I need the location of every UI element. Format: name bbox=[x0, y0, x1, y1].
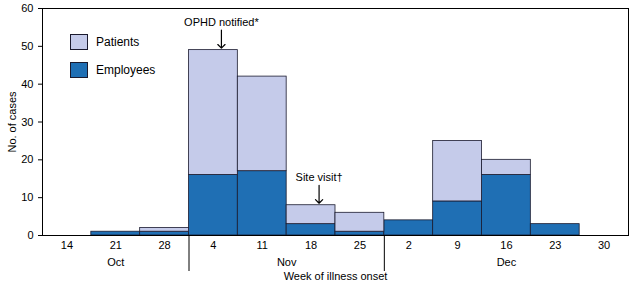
svg-text:60: 60 bbox=[21, 2, 33, 14]
svg-text:4: 4 bbox=[210, 239, 216, 251]
svg-text:20: 20 bbox=[21, 153, 33, 165]
svg-text:No. of cases: No. of cases bbox=[6, 91, 18, 153]
svg-text:Dec: Dec bbox=[497, 256, 517, 268]
svg-text:23: 23 bbox=[549, 239, 561, 251]
svg-text:11: 11 bbox=[257, 239, 268, 251]
svg-text:Week of illness onset: Week of illness onset bbox=[284, 270, 388, 282]
svg-text:30: 30 bbox=[598, 239, 610, 251]
svg-text:Site visit†: Site visit† bbox=[296, 171, 343, 183]
svg-text:18: 18 bbox=[305, 239, 317, 251]
svg-text:10: 10 bbox=[21, 191, 33, 203]
svg-text:21: 21 bbox=[110, 239, 122, 251]
svg-text:Oct: Oct bbox=[107, 256, 124, 268]
svg-text:50: 50 bbox=[21, 40, 33, 52]
svg-text:40: 40 bbox=[21, 78, 33, 90]
html-text:Patients: Patients bbox=[96, 35, 140, 49]
svg-text:Nov: Nov bbox=[277, 256, 297, 268]
svg-text:0: 0 bbox=[27, 229, 33, 241]
svg-text:9: 9 bbox=[455, 239, 461, 251]
svg-text:28: 28 bbox=[158, 239, 170, 251]
svg-text:14: 14 bbox=[61, 239, 73, 251]
svg-text:2: 2 bbox=[406, 239, 412, 251]
svg-text:OPHD notified*: OPHD notified* bbox=[184, 16, 259, 28]
svg-text:25: 25 bbox=[354, 239, 366, 251]
svg-text:16: 16 bbox=[500, 239, 512, 251]
svg-text:30: 30 bbox=[21, 116, 33, 128]
html-text:Employees: Employees bbox=[96, 63, 156, 77]
